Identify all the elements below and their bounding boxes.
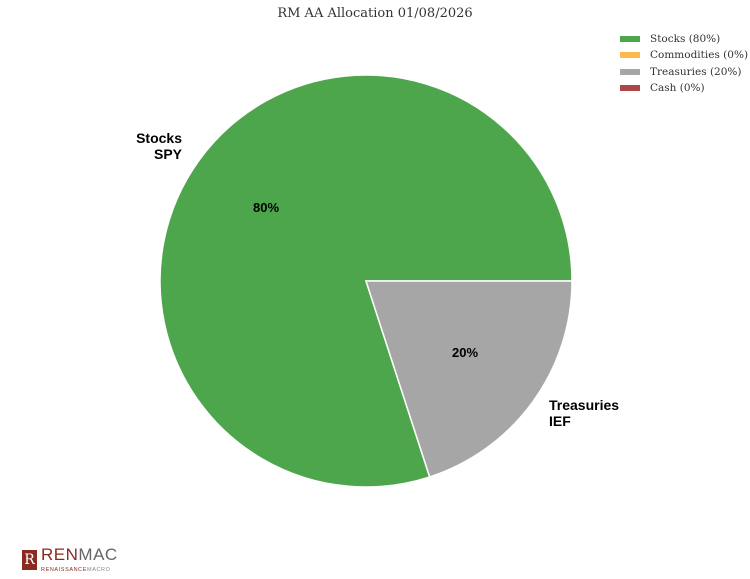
legend-label: Stocks (80%) [650, 33, 721, 46]
legend-swatch [620, 36, 640, 43]
logo-main: RENMAC [41, 545, 118, 565]
logo-ren: REN [41, 545, 79, 564]
renmac-logo: R RENMAC RENAISSANCEMACRO [22, 545, 118, 574]
logo-text: RENMAC RENAISSANCEMACRO [41, 545, 118, 574]
legend-swatch [620, 68, 640, 75]
logo-sub-b: MACRO [87, 567, 111, 573]
legend-item[interactable]: Treasuries (20%) [620, 64, 748, 80]
slice-label: IEF [549, 413, 571, 429]
pct-label: 80% [253, 200, 279, 215]
pie-slice-treasuries [364, 280, 573, 478]
legend-item[interactable]: Cash (0%) [620, 80, 748, 96]
legend-label: Commodities (0%) [650, 49, 749, 62]
slice-label: Treasuries [549, 397, 619, 413]
legend-label: Cash (0%) [650, 82, 705, 95]
logo-mac: MAC [78, 545, 118, 564]
slice-label: Stocks [136, 130, 182, 146]
legend-item[interactable]: Stocks (80%) [620, 31, 748, 47]
logo-sub-a: RENAISSANCE [41, 567, 88, 573]
legend-swatch [620, 85, 640, 92]
legend-label: Treasuries (20%) [650, 65, 742, 78]
legend-item[interactable]: Commodities (0%) [620, 47, 748, 63]
logo-sub: RENAISSANCEMACRO [41, 566, 118, 574]
chart-title: RM AA Allocation 01/08/2026 [277, 6, 473, 21]
pct-label: 20% [452, 345, 478, 360]
slice-label: SPY [154, 146, 183, 162]
legend: Stocks (80%) Commodities (0%) Treasuries (… [620, 31, 748, 96]
legend-swatch [620, 52, 640, 59]
logo-mark: R [22, 549, 37, 570]
